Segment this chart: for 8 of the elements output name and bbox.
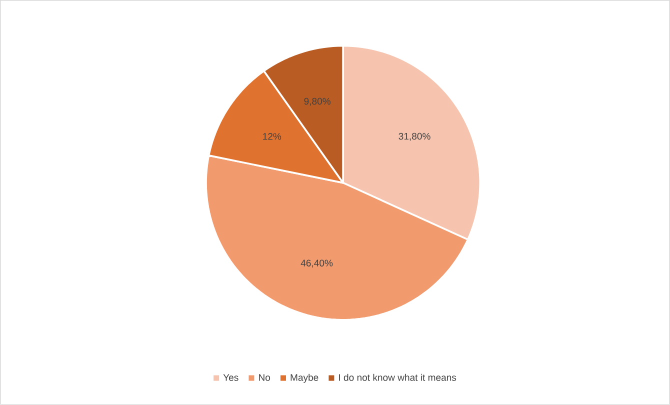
- data-label: 31,80%: [398, 132, 430, 141]
- data-label: 12%: [263, 133, 282, 140]
- legend-label: Maybe: [290, 374, 318, 383]
- data-label: 9,80%: [304, 98, 330, 106]
- legend-label: I do not know what it means: [339, 374, 456, 381]
- data-label: 46,40%: [300, 260, 333, 268]
- legend-label: No: [259, 374, 270, 381]
- legend-label: Yes: [223, 374, 238, 381]
